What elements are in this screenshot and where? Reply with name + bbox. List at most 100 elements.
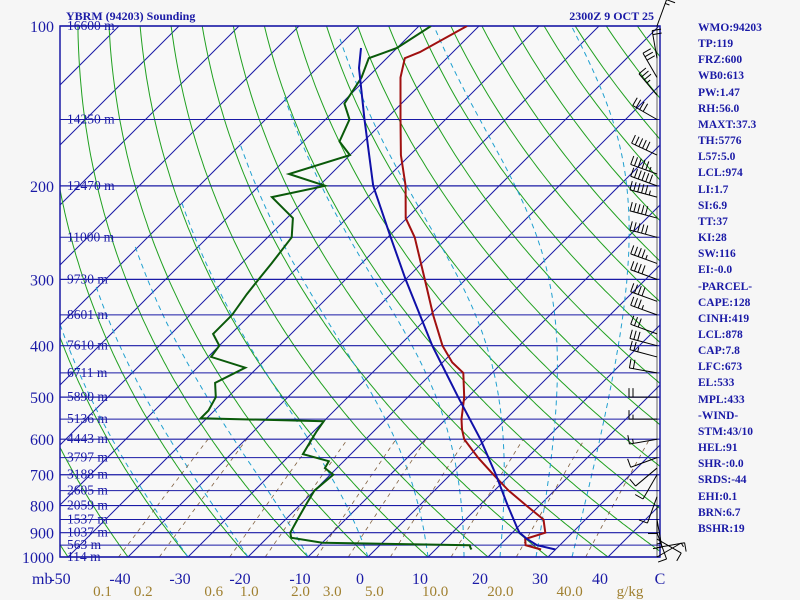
index-line: EL:533 — [698, 377, 735, 390]
mixing-ratio-tick-label: 0.6 — [204, 584, 223, 600]
wind-barb-flag — [641, 159, 646, 169]
wind-barb — [632, 97, 658, 120]
wind-barb-flag — [633, 298, 638, 307]
index-line: TT:37 — [698, 215, 728, 228]
wind-barb-flag — [637, 247, 642, 257]
wind-barb-staff — [630, 163, 658, 175]
wind-barb-staff — [630, 304, 658, 316]
index-line: FRZ:600 — [698, 54, 743, 67]
wind-barb-flag — [637, 263, 642, 273]
wind-barb-flag — [652, 28, 662, 32]
series-line-red — [399, 26, 547, 551]
isotherm-line — [127, 26, 660, 557]
wind-barb — [629, 329, 658, 347]
wind-barb-flag — [637, 318, 642, 328]
temperature-tick-label: 30 — [532, 571, 548, 588]
wind-barb-flag — [633, 284, 638, 294]
wind-barb-flag — [641, 224, 645, 234]
wind-barb-flag — [649, 174, 654, 184]
wind-barb-flag — [633, 262, 638, 272]
wind-barb — [630, 167, 658, 187]
wind-barb-flag — [629, 202, 633, 211]
height-label: 8601 m — [67, 307, 108, 322]
wind-barb — [629, 202, 658, 219]
wind-barb — [630, 155, 658, 175]
chart-series — [198, 26, 556, 551]
isotherm-line — [367, 264, 660, 557]
mixing-ratio-line — [316, 438, 397, 557]
wind-barb-flag — [632, 359, 636, 369]
wind-barb-flag — [644, 225, 649, 235]
wind-barb-flag — [634, 136, 640, 146]
height-label: 114 m — [67, 549, 101, 564]
pressure-tick-label: 800 — [30, 499, 54, 516]
wind-barb-flag — [633, 246, 638, 256]
wind-barb — [630, 245, 658, 264]
height-label: 7610 m — [67, 338, 108, 353]
wind-barb-flag — [638, 519, 648, 524]
index-line: SW:116 — [698, 248, 736, 261]
wind-barb-staff — [630, 269, 658, 280]
moist-adiabat-line — [60, 324, 189, 557]
index-line: EI:-0.0 — [698, 264, 733, 277]
wind-barb — [630, 315, 658, 335]
wind-barb-flag — [652, 32, 662, 36]
wind-barb-staff — [629, 189, 658, 198]
wind-barb-staff — [629, 229, 658, 238]
mixing-ratio-line — [450, 438, 524, 557]
wind-barb-flag — [641, 265, 646, 275]
wind-barb-half-flag — [641, 305, 644, 310]
mixing-ratio-tick-label: 0.1 — [93, 584, 112, 600]
wind-barb-staff — [629, 210, 658, 219]
height-label: 6711 m — [67, 365, 108, 380]
temperature-tick-label: -20 — [229, 571, 250, 588]
wind-barb-flag — [641, 70, 649, 78]
wind-barb-flag — [628, 359, 632, 369]
wind-barb-half-flag — [637, 347, 640, 352]
wind-barb — [638, 496, 658, 524]
height-label: 16600 m — [67, 18, 115, 33]
index-line: BRN:6.7 — [698, 506, 741, 519]
chart-grid — [59, 25, 661, 558]
mixing-ratio-line — [229, 438, 315, 557]
plot-area — [60, 26, 660, 557]
wind-barb-flag — [645, 161, 650, 171]
wind-barb-flag — [644, 206, 649, 216]
wind-barb-half-flag — [645, 254, 648, 260]
wind-barb-staff — [656, 0, 667, 27]
isotherm-line — [187, 84, 660, 557]
height-label: 5890 m — [67, 389, 108, 404]
wind-barb — [630, 261, 658, 280]
wind-barb-flag — [633, 203, 637, 212]
wind-barb-flag — [637, 285, 642, 295]
wind-barb — [629, 340, 658, 358]
moist-adiabat-line — [283, 95, 465, 557]
index-line: LCL:878 — [698, 328, 743, 341]
wind-barb-flag — [630, 155, 635, 165]
wind-barb — [628, 410, 657, 420]
wind-barb-flag — [629, 340, 633, 350]
wind-barb-flag — [634, 494, 644, 500]
wind-barb-flag — [639, 101, 645, 110]
temperature-tick-label: -40 — [109, 571, 130, 588]
index-line: -WIND- — [698, 409, 739, 422]
wind-barb-staff — [629, 349, 658, 358]
height-label: 4443 m — [67, 431, 108, 446]
isotherm-line — [60, 26, 480, 446]
index-line: LCL:974 — [698, 167, 743, 180]
temperature-tick-label: 40 — [592, 571, 608, 588]
wind-barb-staff — [630, 291, 658, 302]
wind-barb-flag — [646, 55, 656, 61]
wind-barb-flag — [633, 330, 637, 340]
mixing-ratio-tick-label: 1.0 — [240, 584, 259, 600]
wind-barb-flag — [645, 141, 651, 151]
wind-barb — [648, 505, 658, 535]
index-line: SI:6.9 — [698, 199, 728, 212]
wind-barb-staff — [635, 467, 658, 487]
mixing-ratio-tick-label: 5.0 — [365, 584, 384, 600]
wind-barb-staff — [656, 519, 663, 548]
isotherm-line — [60, 26, 300, 266]
index-line: HEL:91 — [698, 442, 738, 455]
temperature-tick-label: -50 — [49, 571, 70, 588]
